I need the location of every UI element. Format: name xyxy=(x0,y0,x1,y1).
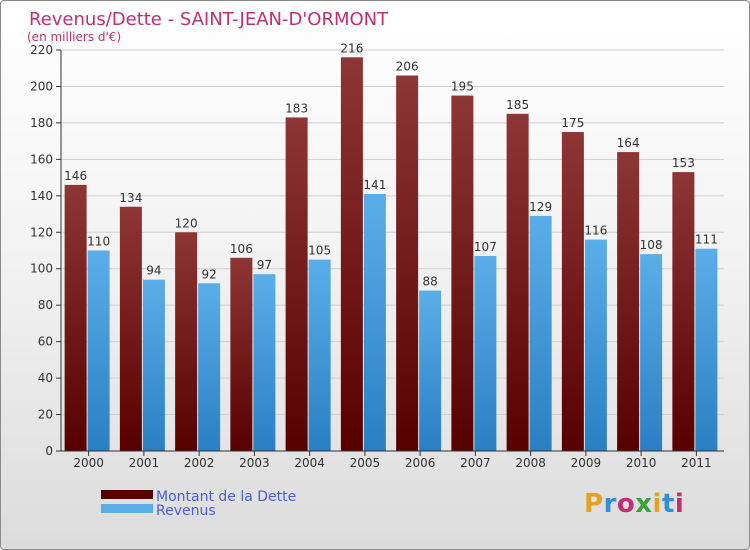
y-tick-label: 0 xyxy=(45,444,53,458)
bar-revenus xyxy=(87,250,110,451)
brand-letter: P xyxy=(584,489,604,519)
bar-dette xyxy=(617,152,640,451)
brand-letter: t xyxy=(661,489,675,519)
value-label-revenus: 107 xyxy=(474,240,497,254)
x-tick-label: 2006 xyxy=(405,456,436,470)
value-label-dette: 134 xyxy=(119,191,142,205)
x-tick-label: 2010 xyxy=(626,456,657,470)
bar-revenus xyxy=(529,215,552,451)
value-label-revenus: 97 xyxy=(257,258,272,272)
x-tick-label: 2009 xyxy=(571,456,602,470)
value-label-dette: 175 xyxy=(561,116,584,130)
brand-letter: x xyxy=(635,489,653,519)
value-label-dette: 146 xyxy=(64,169,87,183)
bar-revenus xyxy=(253,274,276,451)
value-label-dette: 195 xyxy=(451,80,474,94)
value-label-dette: 185 xyxy=(506,98,529,112)
bar-revenus xyxy=(308,259,331,451)
value-label-revenus: 111 xyxy=(695,233,718,247)
chart-title: Revenus/Dette - SAINT-JEAN-D'ORMONT xyxy=(29,9,389,30)
y-tick-label: 100 xyxy=(30,262,53,276)
brand-letter: o xyxy=(616,489,636,519)
x-tick-label: 2001 xyxy=(129,456,160,470)
bar-revenus xyxy=(198,283,221,451)
value-label-dette: 206 xyxy=(396,60,419,74)
bar-dette xyxy=(506,113,529,451)
value-label-revenus: 108 xyxy=(640,238,663,252)
bar-dette xyxy=(451,95,474,452)
x-tick-label: 2005 xyxy=(350,456,381,470)
value-label-dette: 153 xyxy=(672,156,695,170)
bars: 146 110 134 94 120 92 106 97 183 105 216 141 206 88 19… xyxy=(64,41,718,452)
x-tick-label: 2004 xyxy=(294,456,325,470)
x-tick-label: 2011 xyxy=(681,456,712,470)
bar-dette xyxy=(230,257,253,451)
bar-dette xyxy=(119,206,142,451)
y-tick-label: 180 xyxy=(30,116,53,130)
value-label-revenus: 110 xyxy=(87,235,110,249)
y-tick-label: 80 xyxy=(38,298,53,312)
grid xyxy=(61,49,724,416)
bar-revenus xyxy=(474,255,497,451)
y-tick-label: 160 xyxy=(30,152,53,166)
bar-dette xyxy=(285,117,308,451)
brand-letter: i xyxy=(652,489,662,519)
bar-dette xyxy=(340,57,363,452)
bar-revenus xyxy=(584,239,607,451)
value-label-revenus: 105 xyxy=(308,244,331,258)
bar-dette xyxy=(396,75,419,451)
proxiti-logo: Proxiti xyxy=(584,489,684,519)
legend-label-debt: Montant de la Dette xyxy=(156,489,296,505)
bar-revenus xyxy=(695,248,718,451)
value-label-revenus: 129 xyxy=(529,200,552,214)
x-tick-label: 2003 xyxy=(239,456,270,470)
bar-revenus xyxy=(363,193,386,451)
axes: 0 20 40 60 80 100 120 140 160 180 200 220 2000 2001 20… xyxy=(30,43,724,470)
value-label-dette: 183 xyxy=(285,101,308,115)
chart-subtitle: (en milliers d'€) xyxy=(27,30,121,44)
value-label-dette: 216 xyxy=(340,41,363,55)
legend: Montant de la Dette Revenus xyxy=(101,489,296,519)
bar-dette xyxy=(64,184,87,451)
x-tick-label: 2008 xyxy=(515,456,546,470)
x-tick-label: 2007 xyxy=(460,456,491,470)
x-tick-label: 2002 xyxy=(184,456,215,470)
bar-dette xyxy=(175,232,198,451)
brand-letter: r xyxy=(603,489,617,519)
legend-swatch-debt xyxy=(101,490,153,499)
value-label-revenus: 141 xyxy=(363,178,386,192)
y-tick-label: 20 xyxy=(38,408,53,422)
legend-swatch-revenus xyxy=(101,504,153,513)
bar-dette xyxy=(561,132,584,452)
bar-revenus xyxy=(640,254,663,451)
value-label-dette: 164 xyxy=(617,136,640,150)
bar-revenus xyxy=(419,290,442,451)
y-tick-label: 140 xyxy=(30,189,53,203)
legend-label-revenus: Revenus xyxy=(156,503,216,519)
bar-revenus xyxy=(142,279,165,451)
bar-dette xyxy=(672,172,695,451)
y-tick-label: 200 xyxy=(30,79,53,93)
value-label-revenus: 88 xyxy=(422,275,437,289)
y-tick-label: 220 xyxy=(30,43,53,57)
y-tick-label: 60 xyxy=(38,335,53,349)
brand-letter: i xyxy=(674,489,685,519)
value-label-revenus: 92 xyxy=(201,267,216,281)
value-label-dette: 106 xyxy=(230,242,253,256)
value-label-revenus: 94 xyxy=(146,264,161,278)
y-tick-label: 40 xyxy=(38,371,53,385)
y-tick-label: 120 xyxy=(30,225,53,239)
value-label-dette: 120 xyxy=(175,216,198,230)
x-tick-label: 2000 xyxy=(73,456,104,470)
value-label-revenus: 116 xyxy=(584,224,607,238)
